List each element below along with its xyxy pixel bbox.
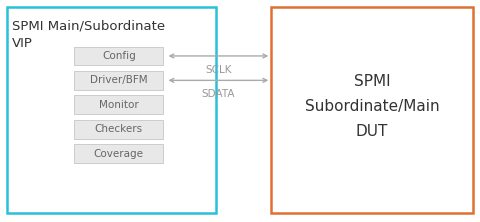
Text: Monitor: Monitor	[99, 100, 139, 110]
Bar	[271, 7, 473, 213]
Text: Coverage: Coverage	[94, 149, 144, 159]
Bar	[74, 95, 163, 114]
Text: Config: Config	[102, 51, 136, 61]
Text: SPMI
Subordinate/Main
DUT: SPMI Subordinate/Main DUT	[305, 74, 439, 139]
Bar	[74, 144, 163, 163]
Bar	[74, 71, 163, 90]
Text: Driver/BFM: Driver/BFM	[90, 75, 148, 85]
Text: SDATA: SDATA	[202, 89, 235, 99]
Text: SPMI Main/Subordinate
VIP: SPMI Main/Subordinate VIP	[12, 20, 165, 50]
Bar	[74, 120, 163, 139]
Bar	[74, 47, 163, 65]
Text: Checkers: Checkers	[95, 124, 143, 134]
Text: SCLK: SCLK	[205, 65, 232, 75]
Bar	[7, 7, 216, 213]
